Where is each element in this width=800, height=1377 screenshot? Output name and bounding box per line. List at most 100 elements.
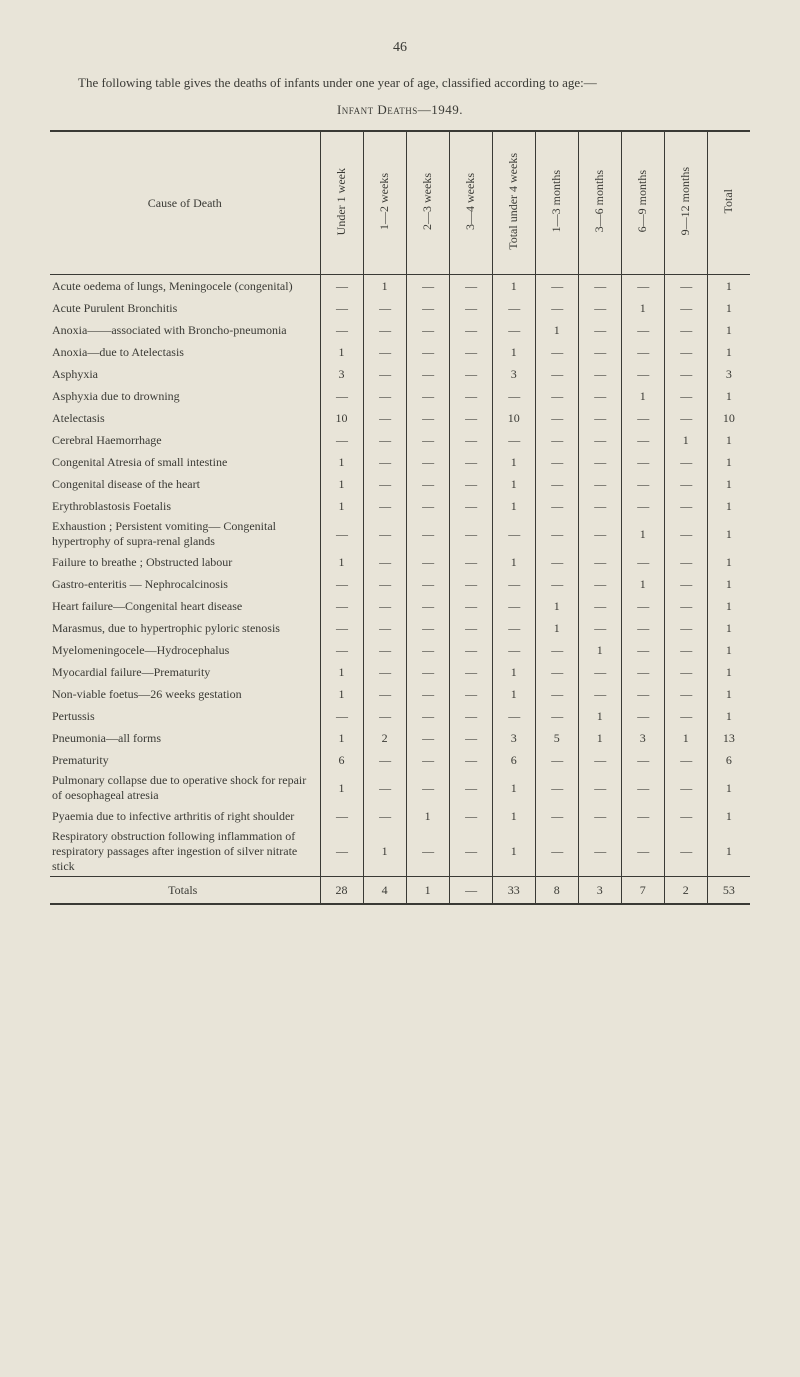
cause-cell: Failure to breathe ; Obstructed labour [50,551,320,573]
value-cell: — [492,573,535,595]
col-label: Under 1 week [334,168,349,235]
cause-cell: Myelomeningocele—Hydrocephalus [50,639,320,661]
cause-cell: Pyaemia due to infective arthritis of ri… [50,805,320,827]
value-cell: — [449,363,492,385]
col-label: 1—2 weeks [377,173,392,230]
value-cell: — [449,495,492,517]
value-cell: 1 [320,341,363,363]
value-cell: — [363,705,406,727]
value-cell: — [406,407,449,429]
value-cell: — [363,385,406,407]
value-cell: — [664,473,707,495]
value-cell: — [406,749,449,771]
value-cell: 1 [707,319,750,341]
value-cell: — [320,805,363,827]
value-cell: — [664,451,707,473]
value-cell: — [535,363,578,385]
value-cell: 1 [707,297,750,319]
value-cell: — [578,341,621,363]
value-cell: — [492,705,535,727]
value-cell: — [449,749,492,771]
cause-cell: Exhaustion ; Persistent vomiting— Congen… [50,517,320,551]
value-cell: — [578,805,621,827]
totals-value-cell: 1 [406,877,449,905]
value-cell: 1 [707,661,750,683]
value-cell: 1 [664,727,707,749]
value-cell: — [449,771,492,805]
value-cell: 1 [320,451,363,473]
cause-cell: Prematurity [50,749,320,771]
value-cell: — [664,275,707,298]
value-cell: — [320,595,363,617]
value-cell: 1 [535,319,578,341]
value-cell: — [363,551,406,573]
value-cell: — [363,429,406,451]
col-3-4-weeks: 3—4 weeks [449,131,492,275]
value-cell: — [320,319,363,341]
cause-cell: Pneumonia—all forms [50,727,320,749]
value-cell: — [406,363,449,385]
value-cell: — [363,771,406,805]
value-cell: — [449,551,492,573]
value-cell: 1 [535,595,578,617]
header-row: Cause of Death Under 1 week 1—2 weeks 2—… [50,131,750,275]
value-cell: 6 [320,749,363,771]
value-cell: — [406,473,449,495]
value-cell: — [406,451,449,473]
value-cell: — [664,319,707,341]
col-label: 3—6 months [592,170,607,232]
value-cell: — [664,551,707,573]
value-cell: 1 [492,551,535,573]
value-cell: — [363,639,406,661]
value-cell: — [320,275,363,298]
value-cell: — [578,451,621,473]
value-cell: 1 [707,827,750,877]
value-cell: — [449,683,492,705]
value-cell: — [664,495,707,517]
cause-cell: Asphyxia due to drowning [50,385,320,407]
value-cell: — [578,385,621,407]
value-cell: — [492,617,535,639]
value-cell: 1 [707,517,750,551]
value-cell: — [320,573,363,595]
value-cell: 1 [578,639,621,661]
value-cell: — [621,827,664,877]
value-cell: — [535,473,578,495]
table-row: Asphyxia3———3————3 [50,363,750,385]
value-cell: — [578,749,621,771]
value-cell: 1 [707,451,750,473]
value-cell: 1 [621,297,664,319]
value-cell: — [535,495,578,517]
value-cell: — [578,617,621,639]
value-cell: — [449,319,492,341]
totals-value-cell: 33 [492,877,535,905]
value-cell: — [363,595,406,617]
value-cell: — [320,385,363,407]
totals-value-cell: 4 [363,877,406,905]
value-cell: — [535,805,578,827]
cause-cell: Acute oedema of lungs, Meningocele (cong… [50,275,320,298]
value-cell: — [621,551,664,573]
col-total: Total [707,131,750,275]
value-cell: 10 [320,407,363,429]
value-cell: 1 [707,473,750,495]
cause-cell: Pulmonary collapse due to operative shoc… [50,771,320,805]
value-cell: — [363,363,406,385]
value-cell: — [578,473,621,495]
value-cell: 10 [707,407,750,429]
value-cell: — [449,473,492,495]
table-row: Acute Purulent Bronchitis———————1—1 [50,297,750,319]
totals-value-cell: 8 [535,877,578,905]
value-cell: — [449,275,492,298]
value-cell: — [535,661,578,683]
value-cell: — [621,429,664,451]
col-2-3-weeks: 2—3 weeks [406,131,449,275]
totals-value-cell: 53 [707,877,750,905]
value-cell: 1 [363,275,406,298]
col-label: Total [721,189,736,214]
value-cell: — [578,319,621,341]
table-row: Congenital disease of the heart1———1————… [50,473,750,495]
value-cell: — [320,827,363,877]
value-cell: — [664,805,707,827]
value-cell: 1 [707,805,750,827]
